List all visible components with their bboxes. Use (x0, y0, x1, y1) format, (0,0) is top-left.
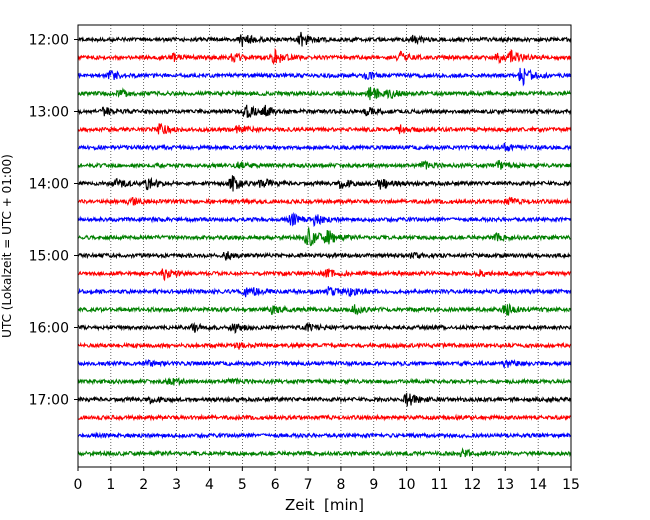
x-tick-label: 9 (369, 477, 378, 493)
y-tick-label: 16:00 (29, 321, 69, 337)
trace-1415 (77, 196, 572, 206)
x-tick-label: 3 (172, 477, 181, 493)
x-tick-label: 14 (529, 477, 547, 493)
plot-frame (77, 24, 572, 468)
trace-1715 (77, 413, 572, 422)
x-tick-label: 5 (238, 477, 247, 493)
x-axis-label: Zeit [min] (285, 496, 364, 514)
x-tick-label: 7 (304, 477, 313, 493)
x-tick-label: 6 (271, 477, 280, 493)
trace-1215 (77, 47, 572, 65)
x-tick-label: 4 (205, 477, 214, 493)
trace-1630 (77, 358, 572, 370)
x-tick-label: 12 (463, 477, 481, 493)
x-tick-label: 13 (496, 477, 514, 493)
trace-1730 (77, 431, 572, 440)
x-tick-label: 15 (562, 477, 580, 493)
trace-1645 (77, 377, 572, 387)
trace-1330 (77, 142, 572, 152)
trace-1615 (77, 341, 572, 350)
trace-1500 (77, 251, 572, 261)
x-tick-label: 8 (336, 477, 345, 493)
trace-1530 (77, 286, 572, 298)
trace-1230 (77, 67, 572, 87)
trace-1700 (77, 392, 572, 407)
trace-1200 (77, 31, 572, 47)
trace-1745 (77, 447, 572, 458)
y-tick-label: 13:00 (29, 105, 69, 121)
x-tick-label: 1 (106, 477, 115, 493)
x-tick-label: 2 (139, 477, 148, 493)
trace-1315 (77, 122, 572, 135)
y-tick-label: 15:00 (29, 249, 69, 265)
y-axis-ticks: 12:00 13:00 14:00 15:00 16:00 17:00 (29, 33, 78, 409)
x-tick-label: 10 (398, 477, 416, 493)
trace-1345 (77, 159, 572, 170)
seismogram-traces (77, 31, 572, 458)
trace-1430 (77, 211, 572, 228)
trace-1515 (77, 268, 572, 282)
trace-1445 (77, 227, 572, 247)
x-axis-ticks: 0 1 2 3 4 5 6 7 8 9 10 11 12 13 14 15 (74, 467, 580, 493)
trace-1245 (77, 86, 572, 101)
trace-1400 (77, 175, 572, 192)
y-axis-label: UTC (Lokalzeit = UTC + 01:00) (0, 154, 14, 338)
x-tick-label: 11 (431, 477, 449, 493)
trace-1600 (77, 321, 572, 334)
y-tick-label: 12:00 (29, 33, 69, 49)
x-tick-label: 0 (74, 477, 83, 493)
y-tick-label: 14:00 (29, 177, 69, 193)
trace-1545 (77, 302, 572, 316)
y-tick-label: 17:00 (29, 393, 69, 409)
trace-1300 (77, 104, 572, 119)
